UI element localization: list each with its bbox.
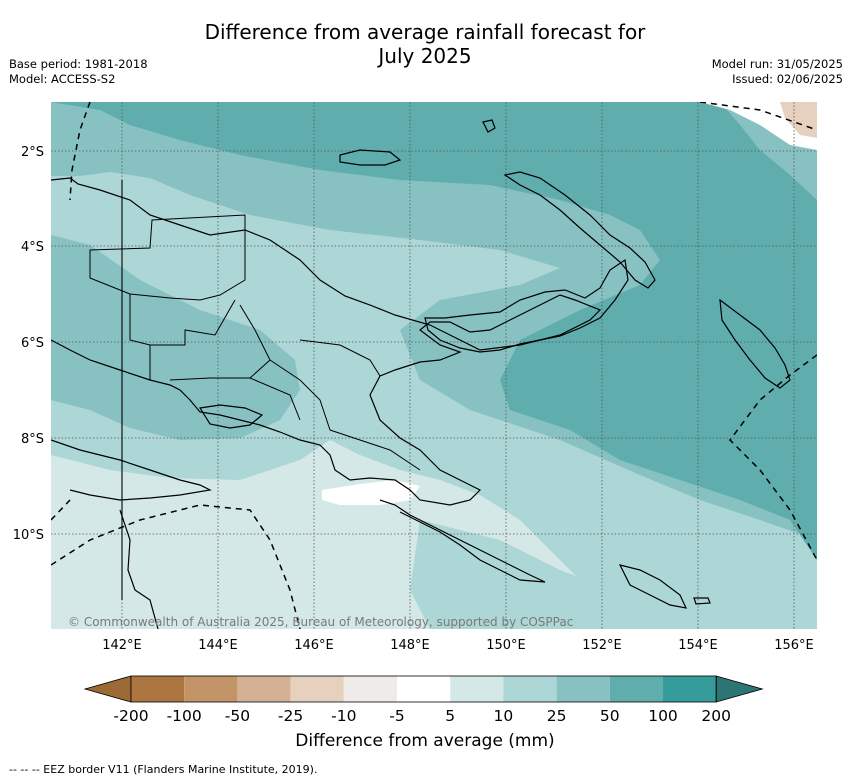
map-title: Difference from average rainfall forecas… bbox=[0, 20, 850, 68]
issued-text: Issued: 02/06/2025 bbox=[732, 72, 843, 86]
longitude-label: 150°E bbox=[486, 638, 526, 653]
colorbar-tick-label: -5 bbox=[389, 707, 404, 725]
map-title-line1: Difference from average rainfall forecas… bbox=[204, 20, 646, 44]
latitude-labels: 2°S 4°S 6°S 8°S 10°S bbox=[13, 145, 44, 543]
base-period-text: Base period: 1981-2018 bbox=[9, 57, 148, 71]
colorbar-tick-label: 100 bbox=[648, 707, 678, 725]
longitude-label: 154°E bbox=[678, 638, 718, 653]
colorbar: -200 -100 -50 -25 -10 -5 5 10 25 50 100 200 bbox=[83, 675, 764, 725]
colorbar-tick-label: 50 bbox=[600, 707, 620, 725]
colorbar-segment bbox=[131, 676, 185, 702]
colorbar-tick-label: -10 bbox=[331, 707, 356, 725]
colorbar-segment bbox=[184, 676, 238, 702]
eez-footnote: -- -- -- EEZ border V11 (Flanders Marine… bbox=[9, 763, 318, 776]
latitude-label: 6°S bbox=[21, 336, 44, 351]
latitude-label: 8°S bbox=[21, 432, 44, 447]
colorbar-segment bbox=[663, 676, 717, 702]
colorbar-extend-high bbox=[715, 675, 764, 703]
meta-right: Model run: 31/05/2025 Issued: 02/06/2025 bbox=[712, 57, 843, 87]
rainfall-shading bbox=[51, 102, 817, 629]
colorbar-segment bbox=[503, 676, 557, 702]
province-borders bbox=[89, 180, 421, 600]
coastlines bbox=[51, 119, 791, 629]
colorbar-tick-label: -100 bbox=[167, 707, 202, 725]
colorbar-title: Difference from average (mm) bbox=[295, 731, 555, 751]
longitude-label: 152°E bbox=[582, 638, 622, 653]
copyright-text: © Commonwealth of Australia 2025, Bureau… bbox=[68, 615, 573, 629]
colorbar-segment bbox=[556, 676, 610, 702]
eez-borders bbox=[51, 102, 817, 629]
colorbar-tick-label: -25 bbox=[278, 707, 303, 725]
longitude-label: 156°E bbox=[774, 638, 814, 653]
model-run-text: Model run: 31/05/2025 bbox=[711, 57, 843, 71]
colorbar-tick-label: 5 bbox=[445, 707, 455, 725]
colorbar-extend-low bbox=[83, 675, 132, 703]
latitude-label: 10°S bbox=[13, 528, 44, 543]
longitude-label: 144°E bbox=[198, 638, 238, 653]
colorbar-tick-label: 10 bbox=[494, 707, 514, 725]
colorbar-segment bbox=[237, 676, 291, 702]
longitude-label: 142°E bbox=[102, 638, 142, 653]
colorbar-segment bbox=[609, 676, 663, 702]
latitude-label: 4°S bbox=[21, 240, 44, 255]
band-neutral-strip bbox=[322, 480, 420, 505]
colorbar-tick-label: -200 bbox=[113, 707, 148, 725]
colorbar-segment bbox=[290, 676, 344, 702]
band-25-50-southwest bbox=[51, 235, 300, 440]
colorbar-segment bbox=[397, 676, 451, 702]
longitude-label: 148°E bbox=[390, 638, 430, 653]
longitude-label: 146°E bbox=[294, 638, 334, 653]
meta-left: Base period: 1981-2018 Model: ACCESS-S2 bbox=[9, 57, 148, 87]
band-50-100 bbox=[51, 102, 817, 560]
colorbar-tick-label: -50 bbox=[225, 707, 250, 725]
colorbar-segment bbox=[343, 676, 397, 702]
map-title-line2: July 2025 bbox=[378, 44, 472, 68]
band-minus-ne bbox=[780, 102, 817, 138]
colorbar-border bbox=[130, 675, 717, 703]
colorbar-tick-label: 200 bbox=[701, 707, 731, 725]
model-text: Model: ACCESS-S2 bbox=[9, 72, 116, 86]
longitude-labels: 142°E 144°E 146°E 148°E 150°E 152°E 154°E 156°E bbox=[102, 638, 814, 653]
latitude-label: 2°S bbox=[21, 145, 44, 160]
colorbar-tick-label: 25 bbox=[547, 707, 567, 725]
band-10-25-south bbox=[410, 520, 817, 629]
colorbar-segment bbox=[450, 676, 504, 702]
